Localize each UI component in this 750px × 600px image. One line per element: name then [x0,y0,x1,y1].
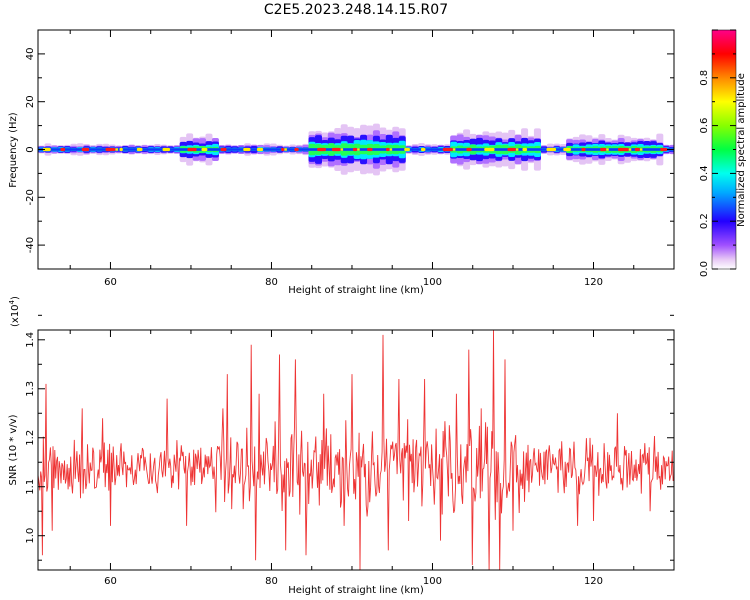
heatmap-peak-cell [420,147,426,152]
snr-y-tick-label: 1.3 [25,381,36,397]
heatmap-peak-cell [404,147,410,152]
heatmap-peak-cell [452,148,456,151]
heatmap-y-tick-label: 20 [25,95,36,108]
snr-series-line [38,330,674,570]
colorbar-ticks: 0.0 0.2 0.4 0.6 0.8 [699,29,737,277]
colorbar-frame [711,29,737,270]
heatmap-peak-cell [42,147,51,152]
colorbar-tick-label: 0.0 [699,261,710,277]
heatmap-y-axis-label: Frequency (Hz) [8,112,19,188]
snr-y-tick-label: 1.0 [25,528,36,544]
heatmap-peak-cell [105,147,116,152]
snr-x-tick-label: 100 [423,576,442,587]
heatmap-panel: 60 80 100 120 -40 -20 0 20 40 Height of straigh… [8,29,675,296]
snr-x-ticks: 60 80 100 120 [69,330,675,587]
snr-plot-area [38,330,674,570]
colorbar-tick-label: 0.8 [699,70,710,86]
heatmap-peak-cell [546,147,557,152]
snr-x-tick-label: 60 [104,576,117,587]
heatmap-peak-cell [294,147,299,152]
heatmap-x-tick-label: 100 [423,277,442,288]
snr-frame [37,329,675,571]
heatmap-peak-cell [162,147,171,152]
colorbar-gradient [712,30,736,269]
snr-panel: 60 80 100 120 1.0 1.1 1.2 1.3 1.4 Height of str… [8,296,675,596]
heatmap-y-tick-label: -40 [25,237,36,253]
heatmap-peak-cell [331,147,341,152]
colorbar-label: Normalized spectral amplitude [736,73,747,227]
snr-y-axis-label: SNR (10 * v/v) [8,414,19,485]
heatmap-peak-cell [201,147,208,152]
heatmap-peak-cell [507,147,516,152]
snr-y-tick-label: 1.2 [25,430,36,446]
heatmap-peak-cell [357,148,360,151]
heatmap-peak-cell [617,147,629,152]
heatmap-y-tick-label: 40 [25,48,36,61]
snr-y-ticks: 1.0 1.1 1.2 1.3 1.4 [25,314,674,561]
heatmap-peak-cell [119,147,123,152]
heatmap-marks [38,123,674,176]
heatmap-peak-cell [81,147,90,152]
snr-multiplier-label: (x104) [8,296,21,327]
heatmap-peak-cell [352,147,358,152]
heatmap-peak-cell [187,147,197,152]
heatmap-peak-cell [660,147,668,152]
snr-y-tick-label: 1.1 [25,479,36,495]
heatmap-y-tick-label: -20 [25,189,36,205]
heatmap-peak-cell [581,147,586,152]
heatmap-peak-cell [284,148,287,151]
heatmap-y-tick-label: 0 [25,146,36,152]
heatmap-peak-cell [367,147,373,152]
heatmap-peak-cell [136,147,143,152]
heatmap-peak-cell [317,147,327,152]
heatmap-x-tick-label: 60 [104,277,117,288]
heatmap-peak-cell [281,147,285,152]
heatmap-peak-cell [515,148,519,151]
colorbar: 0.0 0.2 0.4 0.6 0.8 Normalized spectral ampl… [699,29,747,277]
heatmap-y-ticks: -40 -20 0 20 40 [25,29,674,270]
heatmap-peak-cell [484,147,495,152]
heatmap-peak-cell [639,148,643,151]
heatmap-x-tick-label: 120 [584,277,603,288]
snr-y-tick-label: 1.4 [25,332,36,348]
colorbar-tick-label: 0.6 [699,118,710,134]
heatmap-peak-cell [442,147,453,152]
heatmap-peak-cell [600,147,607,152]
heatmap-x-axis-label: Height of straight line (km) [288,285,424,296]
heatmap-x-ticks: 60 80 100 120 [69,30,675,288]
heatmap-peak-cell [606,148,609,151]
heatmap-peak-cell [220,147,227,152]
heatmap-peak-cell [243,147,251,152]
heatmap-peak-cell [115,148,118,151]
heatmap-peak-cell [563,147,571,152]
heatmap-peak-cell [60,147,66,152]
heatmap-peak-cell [634,147,640,152]
colorbar-tick-label: 0.2 [699,213,710,229]
heatmap-peak-cell [256,147,264,152]
heatmap-peak-cell [628,148,632,151]
heatmap-peak-cell [385,147,390,152]
figure-title: C2E5.2023.248.14.15.R07 [264,2,448,18]
snr-x-tick-label: 80 [265,576,278,587]
heatmap-peak-cell [389,148,393,151]
snr-x-tick-label: 120 [584,576,603,587]
heatmap-x-tick-label: 80 [265,277,278,288]
snr-x-axis-label: Height of straight line (km) [288,585,424,596]
heatmap-peak-cell [522,147,528,152]
heatmap-peak-cell [340,148,344,151]
heatmap-peak-cell [466,147,472,152]
colorbar-tick-label: 0.4 [699,165,710,181]
